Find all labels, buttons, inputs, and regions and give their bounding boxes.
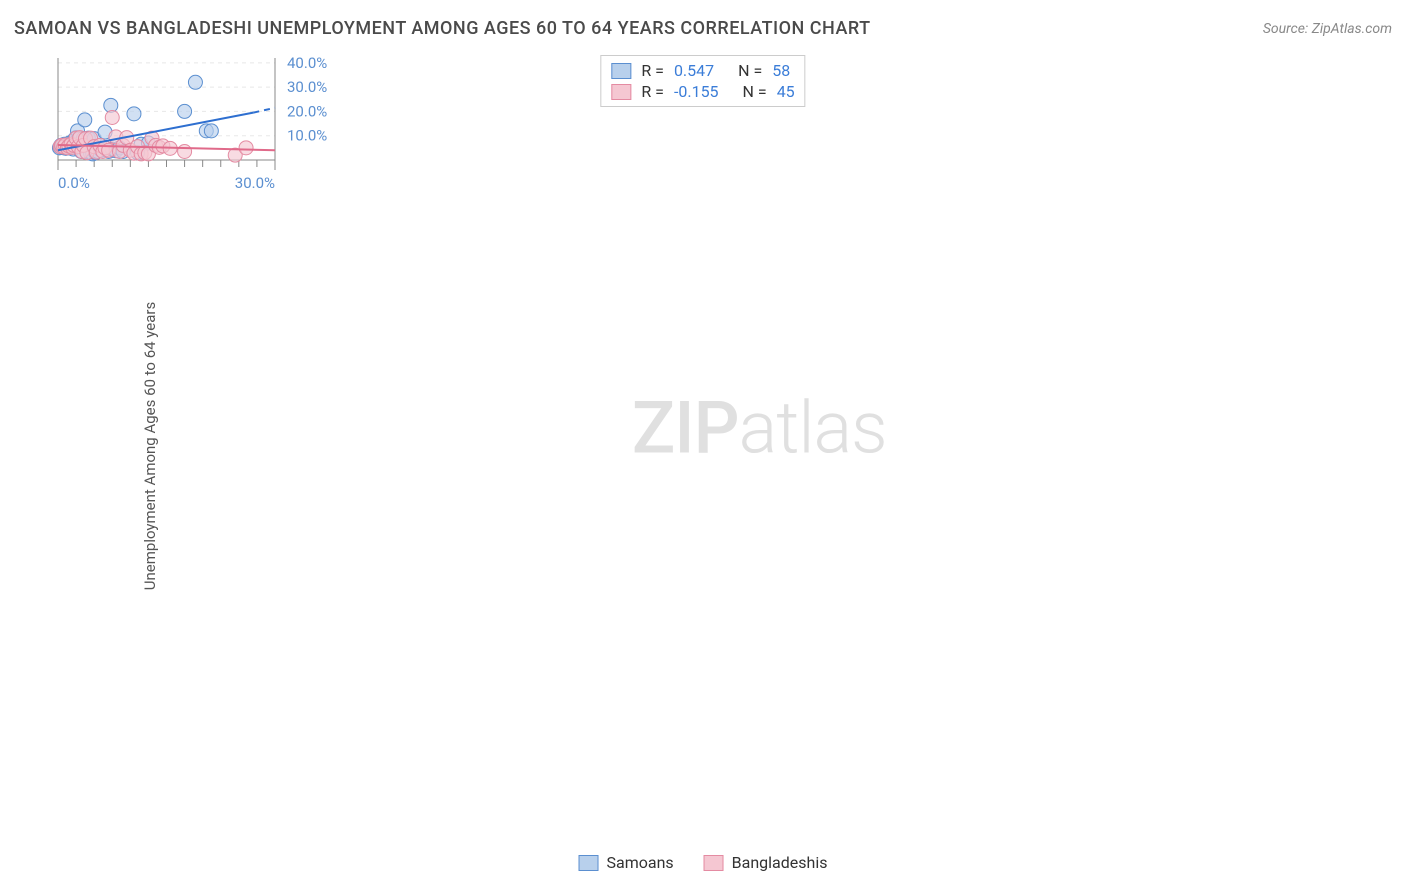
n-value: 58 xyxy=(772,61,790,80)
r-label: R = xyxy=(641,82,664,101)
series-legend: Samoans Bangladeshis xyxy=(579,853,828,872)
n-value: 45 xyxy=(777,82,795,101)
r-label: R = xyxy=(641,61,664,80)
svg-text:30.0%: 30.0% xyxy=(235,174,275,192)
svg-text:0.0%: 0.0% xyxy=(58,174,90,192)
chart-area: 10.0% 20.0% 30.0% 40.0% 0.0% 30.0% xyxy=(50,50,1392,842)
scatter-plot: 10.0% 20.0% 30.0% 40.0% 0.0% 30.0% xyxy=(50,50,350,200)
correlation-legend: R = 0.547 N = 58 R = -0.155 N = 45 xyxy=(600,55,805,107)
svg-text:30.0%: 30.0% xyxy=(287,78,327,96)
source-attribution: Source: ZipAtlas.com xyxy=(1263,21,1392,37)
chart-title: SAMOAN VS BANGLADESHI UNEMPLOYMENT AMONG… xyxy=(14,18,871,39)
n-label: N = xyxy=(738,61,762,80)
legend-row: R = -0.155 N = 45 xyxy=(611,81,794,102)
svg-text:10.0%: 10.0% xyxy=(287,127,327,145)
swatch-icon xyxy=(579,855,599,871)
swatch-icon xyxy=(611,84,631,100)
swatch-icon xyxy=(611,63,631,79)
legend-item: Samoans xyxy=(579,853,674,872)
legend-label: Samoans xyxy=(607,853,674,872)
n-label: N = xyxy=(743,82,767,101)
r-value: 0.547 xyxy=(674,61,714,80)
legend-label: Bangladeshis xyxy=(732,853,828,872)
r-value: -0.155 xyxy=(674,82,719,101)
legend-item: Bangladeshis xyxy=(704,853,828,872)
title-bar: SAMOAN VS BANGLADESHI UNEMPLOYMENT AMONG… xyxy=(14,18,1392,39)
swatch-icon xyxy=(704,855,724,871)
svg-text:20.0%: 20.0% xyxy=(287,102,327,120)
legend-row: R = 0.547 N = 58 xyxy=(611,60,794,81)
svg-text:40.0%: 40.0% xyxy=(287,54,327,72)
